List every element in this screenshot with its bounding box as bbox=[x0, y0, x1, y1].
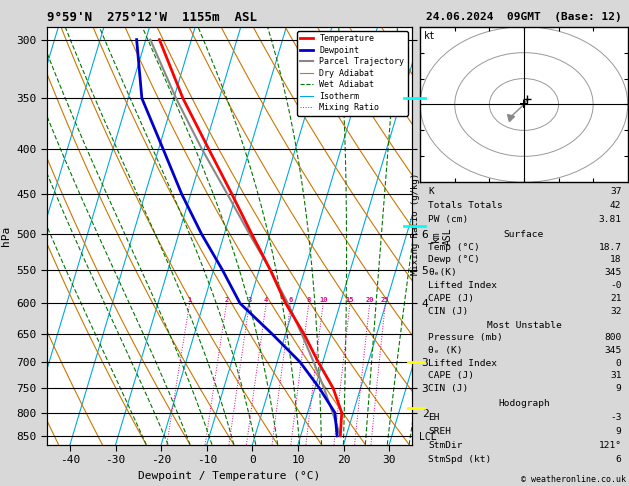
Text: 345: 345 bbox=[604, 346, 621, 355]
Text: 9: 9 bbox=[616, 383, 621, 393]
Text: StmDir: StmDir bbox=[428, 441, 463, 450]
Text: 24.06.2024  09GMT  (Base: 12): 24.06.2024 09GMT (Base: 12) bbox=[426, 12, 622, 22]
Text: K: K bbox=[428, 188, 434, 196]
Text: 2: 2 bbox=[225, 297, 229, 303]
Text: 21: 21 bbox=[610, 294, 621, 303]
Text: 31: 31 bbox=[610, 371, 621, 380]
Text: 6: 6 bbox=[616, 455, 621, 464]
Text: 1: 1 bbox=[187, 297, 192, 303]
Text: 9: 9 bbox=[616, 427, 621, 436]
Text: 10: 10 bbox=[319, 297, 327, 303]
Text: 25: 25 bbox=[381, 297, 389, 303]
Text: Temp (°C): Temp (°C) bbox=[428, 243, 480, 252]
Text: © weatheronline.co.uk: © weatheronline.co.uk bbox=[521, 474, 626, 484]
Text: CAPE (J): CAPE (J) bbox=[428, 294, 474, 303]
Text: SREH: SREH bbox=[428, 427, 452, 436]
Text: Mixing Ratio (g/kg): Mixing Ratio (g/kg) bbox=[411, 173, 420, 275]
Y-axis label: hPa: hPa bbox=[1, 226, 11, 246]
X-axis label: Dewpoint / Temperature (°C): Dewpoint / Temperature (°C) bbox=[138, 470, 321, 481]
Text: Lifted Index: Lifted Index bbox=[428, 281, 498, 290]
Text: Lifted Index: Lifted Index bbox=[428, 359, 498, 367]
Text: 37: 37 bbox=[610, 188, 621, 196]
Text: 32: 32 bbox=[610, 307, 621, 316]
Text: EH: EH bbox=[428, 413, 440, 422]
Text: CIN (J): CIN (J) bbox=[428, 307, 469, 316]
Text: 18.7: 18.7 bbox=[599, 243, 621, 252]
Text: kt: kt bbox=[425, 32, 436, 41]
Text: 18: 18 bbox=[610, 255, 621, 264]
Text: 121°: 121° bbox=[599, 441, 621, 450]
Text: StmSpd (kt): StmSpd (kt) bbox=[428, 455, 492, 464]
Text: CAPE (J): CAPE (J) bbox=[428, 371, 474, 380]
Text: 42: 42 bbox=[610, 201, 621, 210]
Text: 8: 8 bbox=[307, 297, 311, 303]
Text: 4: 4 bbox=[264, 297, 269, 303]
Text: 3.81: 3.81 bbox=[599, 215, 621, 224]
Text: θₑ (K): θₑ (K) bbox=[428, 346, 463, 355]
Text: 15: 15 bbox=[346, 297, 354, 303]
Text: Most Unstable: Most Unstable bbox=[487, 321, 561, 330]
Text: Totals Totals: Totals Totals bbox=[428, 201, 503, 210]
Text: 0: 0 bbox=[616, 359, 621, 367]
Text: Dewp (°C): Dewp (°C) bbox=[428, 255, 480, 264]
Text: 800: 800 bbox=[604, 333, 621, 343]
Y-axis label: km
ASL: km ASL bbox=[431, 227, 453, 244]
Text: 20: 20 bbox=[365, 297, 374, 303]
Text: Surface: Surface bbox=[504, 230, 544, 239]
Text: 6: 6 bbox=[289, 297, 293, 303]
Text: 3: 3 bbox=[247, 297, 252, 303]
Text: -0: -0 bbox=[610, 281, 621, 290]
Text: 9°59'N  275°12'W  1155m  ASL: 9°59'N 275°12'W 1155m ASL bbox=[47, 11, 257, 24]
Text: CIN (J): CIN (J) bbox=[428, 383, 469, 393]
Text: LCL: LCL bbox=[419, 432, 437, 442]
Legend: Temperature, Dewpoint, Parcel Trajectory, Dry Adiabat, Wet Adiabat, Isotherm, Mi: Temperature, Dewpoint, Parcel Trajectory… bbox=[297, 31, 408, 116]
Text: 345: 345 bbox=[604, 268, 621, 277]
Text: PW (cm): PW (cm) bbox=[428, 215, 469, 224]
Text: Hodograph: Hodograph bbox=[498, 399, 550, 408]
Text: -3: -3 bbox=[610, 413, 621, 422]
Text: Pressure (mb): Pressure (mb) bbox=[428, 333, 503, 343]
Text: θₑ(K): θₑ(K) bbox=[428, 268, 457, 277]
